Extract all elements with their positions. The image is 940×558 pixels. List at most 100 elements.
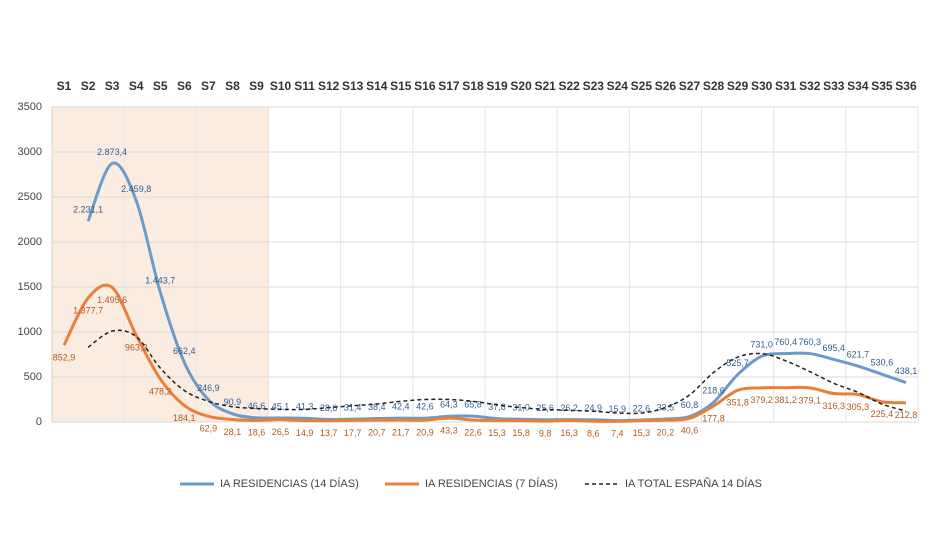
value-label: 177,8 xyxy=(702,413,725,423)
x-tick-label: S21 xyxy=(534,79,556,93)
value-label: 15,8 xyxy=(512,428,530,438)
value-label: 21,7 xyxy=(392,427,410,437)
value-label: 26,5 xyxy=(272,427,290,437)
x-tick-label: S15 xyxy=(390,79,412,93)
y-tick-label: 3000 xyxy=(18,146,42,158)
x-tick-label: S24 xyxy=(607,79,629,93)
value-label: 20,9 xyxy=(416,427,434,437)
x-tick-label: S1 xyxy=(57,79,72,93)
series-line xyxy=(62,283,907,423)
x-tick-label: S28 xyxy=(703,79,725,93)
x-tick-label: S23 xyxy=(583,79,605,93)
value-label: 218,6 xyxy=(702,386,725,396)
x-tick-label: S18 xyxy=(462,79,484,93)
x-tick-label: S35 xyxy=(871,79,893,93)
value-label: 15,3 xyxy=(633,428,651,438)
value-label: 305,3 xyxy=(847,402,870,412)
value-label: 525,7 xyxy=(726,358,749,368)
value-label: 60,8 xyxy=(681,400,699,410)
value-label: 225,4 xyxy=(871,409,894,419)
x-tick-label: S27 xyxy=(679,79,701,93)
value-label: 26,2 xyxy=(560,403,578,413)
value-label: 621,7 xyxy=(847,349,870,359)
value-label: 90,9 xyxy=(224,397,242,407)
value-label: 25,6 xyxy=(536,403,554,413)
x-tick-label: S13 xyxy=(342,79,364,93)
x-tick-label: S25 xyxy=(631,79,653,93)
value-label: 42,6 xyxy=(416,402,434,412)
value-label: 731,0 xyxy=(750,340,773,350)
x-tick-label: S33 xyxy=(823,79,845,93)
y-tick-label: 1000 xyxy=(18,326,42,338)
x-tick-label: S2 xyxy=(81,79,96,93)
legend-label: IA TOTAL ESPAÑA 14 DÍAS xyxy=(625,477,762,490)
value-label: 33,5 xyxy=(657,402,675,412)
value-label: 351,8 xyxy=(726,398,749,408)
value-label: 15,9 xyxy=(609,404,627,414)
x-tick-label: S11 xyxy=(294,79,315,93)
x-tick-label: S30 xyxy=(751,79,773,93)
x-tick-label: S26 xyxy=(655,79,677,93)
value-label: 963,3 xyxy=(125,343,148,353)
value-label: 852,9 xyxy=(53,353,76,363)
x-tick-label: S4 xyxy=(129,79,144,93)
value-label: 379,1 xyxy=(798,395,821,405)
x-tick-label: S16 xyxy=(414,79,436,93)
x-tick-label: S12 xyxy=(318,79,340,93)
value-label: 45,1 xyxy=(272,401,290,411)
value-label: 662,4 xyxy=(173,346,196,356)
value-label: 22,6 xyxy=(464,427,482,437)
value-label: 438,1 xyxy=(895,366,918,376)
x-tick-label: S32 xyxy=(799,79,821,93)
y-tick-label: 3500 xyxy=(18,101,42,113)
x-tick-label: S7 xyxy=(201,79,216,93)
highlight-band xyxy=(51,106,269,423)
value-label: 16,3 xyxy=(560,428,578,438)
y-tick-label: 2000 xyxy=(18,236,42,248)
legend-label: IA RESIDENCIAS (14 DÍAS) xyxy=(220,477,359,490)
value-label: 46,6 xyxy=(248,401,266,411)
x-tick-label: S9 xyxy=(249,79,264,93)
value-label: 530,6 xyxy=(871,358,894,368)
x-tick-label: S36 xyxy=(895,79,917,93)
x-tick-label: S3 xyxy=(105,79,120,93)
value-label: 1.495,6 xyxy=(97,295,127,305)
value-label: 381,2 xyxy=(774,395,797,405)
value-label: 31,4 xyxy=(344,403,362,413)
x-tick-label: S29 xyxy=(727,79,749,93)
value-label: 760,3 xyxy=(798,337,821,347)
x-tick-label: S31 xyxy=(775,79,797,93)
value-label: 1.377,7 xyxy=(73,305,103,315)
value-label: 38,4 xyxy=(368,402,386,412)
x-tick-label: S22 xyxy=(559,79,581,93)
value-label: 43,3 xyxy=(440,425,458,435)
value-label: 20,2 xyxy=(657,428,675,438)
value-label: 184,1 xyxy=(173,413,196,423)
value-label: 760,4 xyxy=(774,337,797,347)
value-label: 15,3 xyxy=(488,428,506,438)
value-label: 379,2 xyxy=(750,395,773,405)
value-label: 7,4 xyxy=(611,429,624,439)
x-tick-label: S5 xyxy=(153,79,168,93)
x-tick-label: S17 xyxy=(438,79,460,93)
value-label: 13,7 xyxy=(320,428,338,438)
value-label: 478,2 xyxy=(149,386,172,396)
x-tick-label: S10 xyxy=(270,79,292,93)
value-label: 20,7 xyxy=(368,428,386,438)
legend-label: IA RESIDENCIAS (7 DÍAS) xyxy=(425,477,558,490)
value-label: 2.873,4 xyxy=(97,147,127,157)
value-label: 212,8 xyxy=(895,410,918,420)
value-label: 2.231,1 xyxy=(73,205,103,215)
series-line xyxy=(87,329,907,415)
value-label: 41,3 xyxy=(296,402,314,412)
value-label: 17,7 xyxy=(344,428,362,438)
value-label: 9,8 xyxy=(539,428,552,438)
value-label: 2.459,8 xyxy=(121,184,151,194)
value-label: 18,6 xyxy=(248,428,266,438)
y-tick-label: 500 xyxy=(24,371,42,383)
value-label: 42,4 xyxy=(392,402,410,412)
x-tick-label: S14 xyxy=(366,79,388,93)
x-tick-label: S34 xyxy=(847,79,869,93)
value-label: 24,9 xyxy=(584,403,602,413)
